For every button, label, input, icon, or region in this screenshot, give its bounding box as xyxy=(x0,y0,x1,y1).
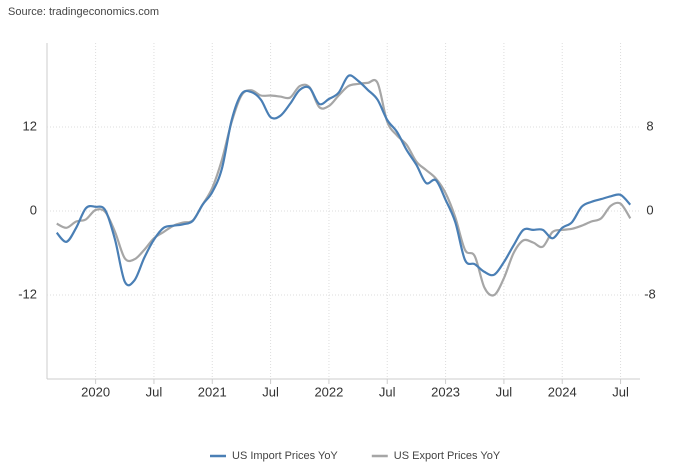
x-tick-label: 2022 xyxy=(314,384,343,399)
x-tick-label: 2020 xyxy=(81,384,110,399)
source: Source: tradingeconomics.com xyxy=(8,6,159,18)
y2-tick-label: 8 xyxy=(646,118,653,133)
series-line xyxy=(55,74,632,287)
x-tick-label: 2021 xyxy=(198,384,227,399)
y-tick-label: 0 xyxy=(30,202,37,217)
x-tick-label: Jul xyxy=(262,384,279,399)
x-tick-label: 2023 xyxy=(431,384,460,399)
x-tick-label: 2024 xyxy=(548,384,577,399)
x-tick-label: Jul xyxy=(496,384,513,399)
legend-label: US Export Prices YoY xyxy=(394,450,501,462)
y-tick-label: 12 xyxy=(23,118,37,133)
x-tick-label: Jul xyxy=(379,384,396,399)
y2-tick-label: -8 xyxy=(644,286,656,301)
x-tick-label: Jul xyxy=(146,384,163,399)
y-tick-label: -12 xyxy=(18,286,37,301)
legend-label: US Import Prices YoY xyxy=(232,450,338,462)
y2-tick-label: 0 xyxy=(646,202,653,217)
x-tick-label: Jul xyxy=(612,384,629,399)
